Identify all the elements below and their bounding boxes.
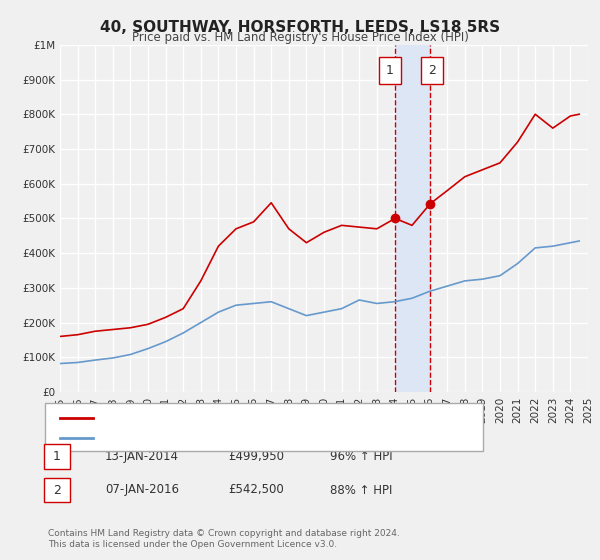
Text: £542,500: £542,500 xyxy=(228,483,284,497)
Text: 1: 1 xyxy=(53,450,61,463)
Text: 2: 2 xyxy=(53,483,61,497)
Text: 96% ↑ HPI: 96% ↑ HPI xyxy=(330,450,392,463)
Text: 40, SOUTHWAY, HORSFORTH, LEEDS, LS18 5RS (detached house): 40, SOUTHWAY, HORSFORTH, LEEDS, LS18 5RS… xyxy=(99,413,439,423)
Text: 13-JAN-2014: 13-JAN-2014 xyxy=(105,450,179,463)
Text: 1: 1 xyxy=(386,64,394,77)
Text: 2: 2 xyxy=(428,64,436,77)
Text: 40, SOUTHWAY, HORSFORTH, LEEDS, LS18 5RS: 40, SOUTHWAY, HORSFORTH, LEEDS, LS18 5RS xyxy=(100,20,500,35)
Text: £499,950: £499,950 xyxy=(228,450,284,463)
Text: 07-JAN-2016: 07-JAN-2016 xyxy=(105,483,179,497)
Text: HPI: Average price, detached house, Leeds: HPI: Average price, detached house, Leed… xyxy=(99,432,322,442)
Text: 88% ↑ HPI: 88% ↑ HPI xyxy=(330,483,392,497)
Text: Price paid vs. HM Land Registry's House Price Index (HPI): Price paid vs. HM Land Registry's House … xyxy=(131,31,469,44)
Bar xyxy=(395,45,430,392)
Text: Contains HM Land Registry data © Crown copyright and database right 2024.
This d: Contains HM Land Registry data © Crown c… xyxy=(48,529,400,549)
